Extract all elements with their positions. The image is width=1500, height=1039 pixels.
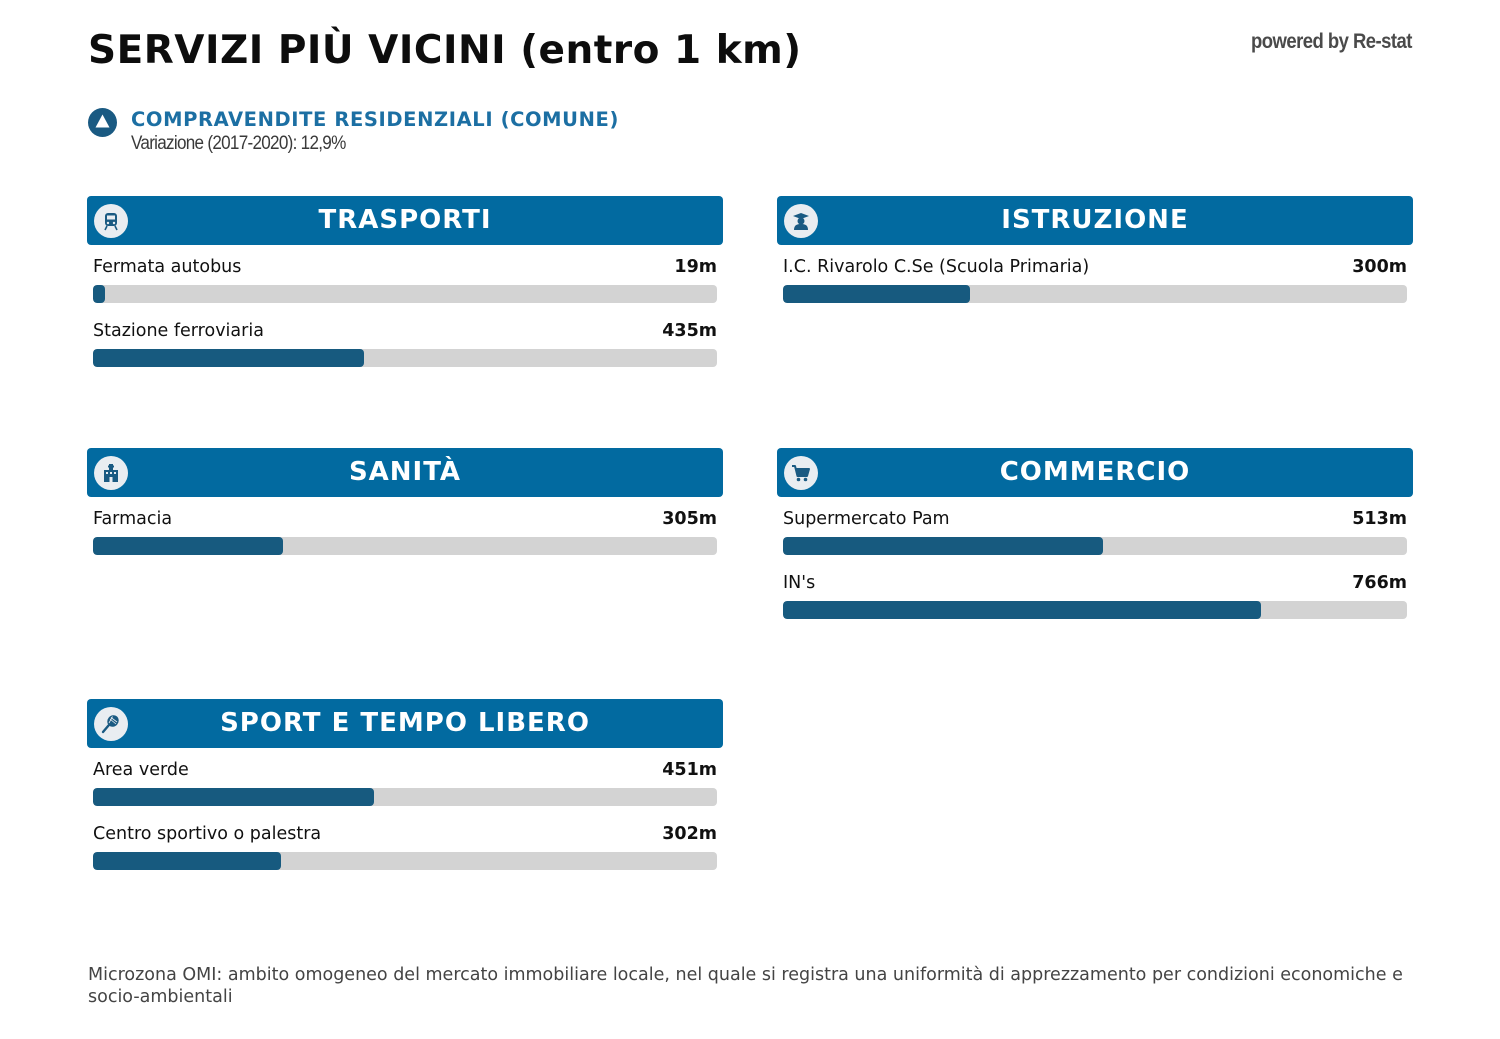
distance-bar-track (93, 285, 717, 303)
category-title: COMMERCIO (999, 457, 1191, 487)
service-distance: 766m (1352, 573, 1407, 593)
distance-bar-fill (93, 852, 282, 870)
stat-heading: COMPRAVENDITE RESIDENZIALI (COMUNE) (131, 108, 619, 131)
distance-bar-fill (93, 349, 365, 367)
distance-bar-fill (93, 537, 284, 555)
service-name: I.C. Rivarolo C.Se (Scuola Primaria) (783, 257, 1090, 277)
category-title: SANITÀ (348, 457, 462, 487)
service-row: IN's 766m (783, 561, 1407, 625)
category-header-commercio: COMMERCIO (777, 448, 1413, 497)
distance-bar-fill (783, 285, 971, 303)
category-header-sport: SPORT E TEMPO LIBERO (87, 699, 723, 748)
distance-bar-track (783, 601, 1407, 619)
page-title: SERVIZI PIÙ VICINI (entro 1 km) (88, 28, 802, 73)
distance-bar-track (93, 349, 717, 367)
category-title: TRASPORTI (318, 205, 492, 235)
service-name: Stazione ferroviaria (93, 321, 264, 341)
hospital-icon (94, 456, 128, 490)
service-row: I.C. Rivarolo C.Se (Scuola Primaria) 300… (783, 245, 1407, 309)
service-name: Supermercato Pam (783, 509, 950, 529)
train-icon (94, 204, 128, 238)
category-title: SPORT E TEMPO LIBERO (220, 708, 590, 738)
service-distance: 435m (662, 321, 717, 341)
distance-bar-track (93, 788, 717, 806)
category-trasporti: TRASPORTI Fermata autobus 19m Stazione f… (87, 196, 723, 373)
category-header-trasporti: TRASPORTI (87, 196, 723, 245)
service-distance: 513m (1352, 509, 1407, 529)
category-sanita: SANITÀ Farmacia 305m (87, 448, 723, 561)
distance-bar-fill (93, 788, 375, 806)
powered-by-label: powered by Re-stat (1251, 30, 1412, 53)
service-name: Centro sportivo o palestra (93, 824, 322, 844)
service-distance: 300m (1352, 257, 1407, 277)
distance-bar-track (783, 285, 1407, 303)
shopping-cart-icon (784, 456, 818, 490)
footnote: Microzona OMI: ambito omogeneo del merca… (88, 965, 1403, 1007)
distance-bar-fill (93, 285, 106, 303)
service-row: Area verde 451m (93, 748, 717, 812)
distance-bar-fill (783, 537, 1104, 555)
triangle-up-icon (88, 108, 117, 137)
service-row: Supermercato Pam 513m (783, 497, 1407, 561)
service-row: Centro sportivo o palestra 302m (93, 812, 717, 876)
distance-bar-fill (783, 601, 1261, 619)
service-distance: 305m (662, 509, 717, 529)
category-sport: SPORT E TEMPO LIBERO Area verde 451m Cen… (87, 699, 723, 876)
category-header-sanita: SANITÀ (87, 448, 723, 497)
service-row: Stazione ferroviaria 435m (93, 309, 717, 373)
service-distance: 302m (662, 824, 717, 844)
distance-bar-track (93, 537, 717, 555)
service-name: Farmacia (93, 509, 173, 529)
service-row: Fermata autobus 19m (93, 245, 717, 309)
distance-bar-track (93, 852, 717, 870)
service-name: IN's (783, 573, 816, 593)
category-title: ISTRUZIONE (1001, 205, 1189, 235)
distance-bar-track (783, 537, 1407, 555)
service-row: Farmacia 305m (93, 497, 717, 561)
service-name: Area verde (93, 760, 189, 780)
service-name: Fermata autobus (93, 257, 242, 277)
category-header-istruzione: ISTRUZIONE (777, 196, 1413, 245)
tennis-racket-icon (94, 707, 128, 741)
category-istruzione: ISTRUZIONE I.C. Rivarolo C.Se (Scuola Pr… (777, 196, 1413, 309)
category-commercio: COMMERCIO Supermercato Pam 513m IN's 766… (777, 448, 1413, 625)
student-icon (784, 204, 818, 238)
stat-subtext: Variazione (2017-2020): 12,9% (131, 133, 346, 154)
service-distance: 451m (662, 760, 717, 780)
service-distance: 19m (674, 257, 717, 277)
